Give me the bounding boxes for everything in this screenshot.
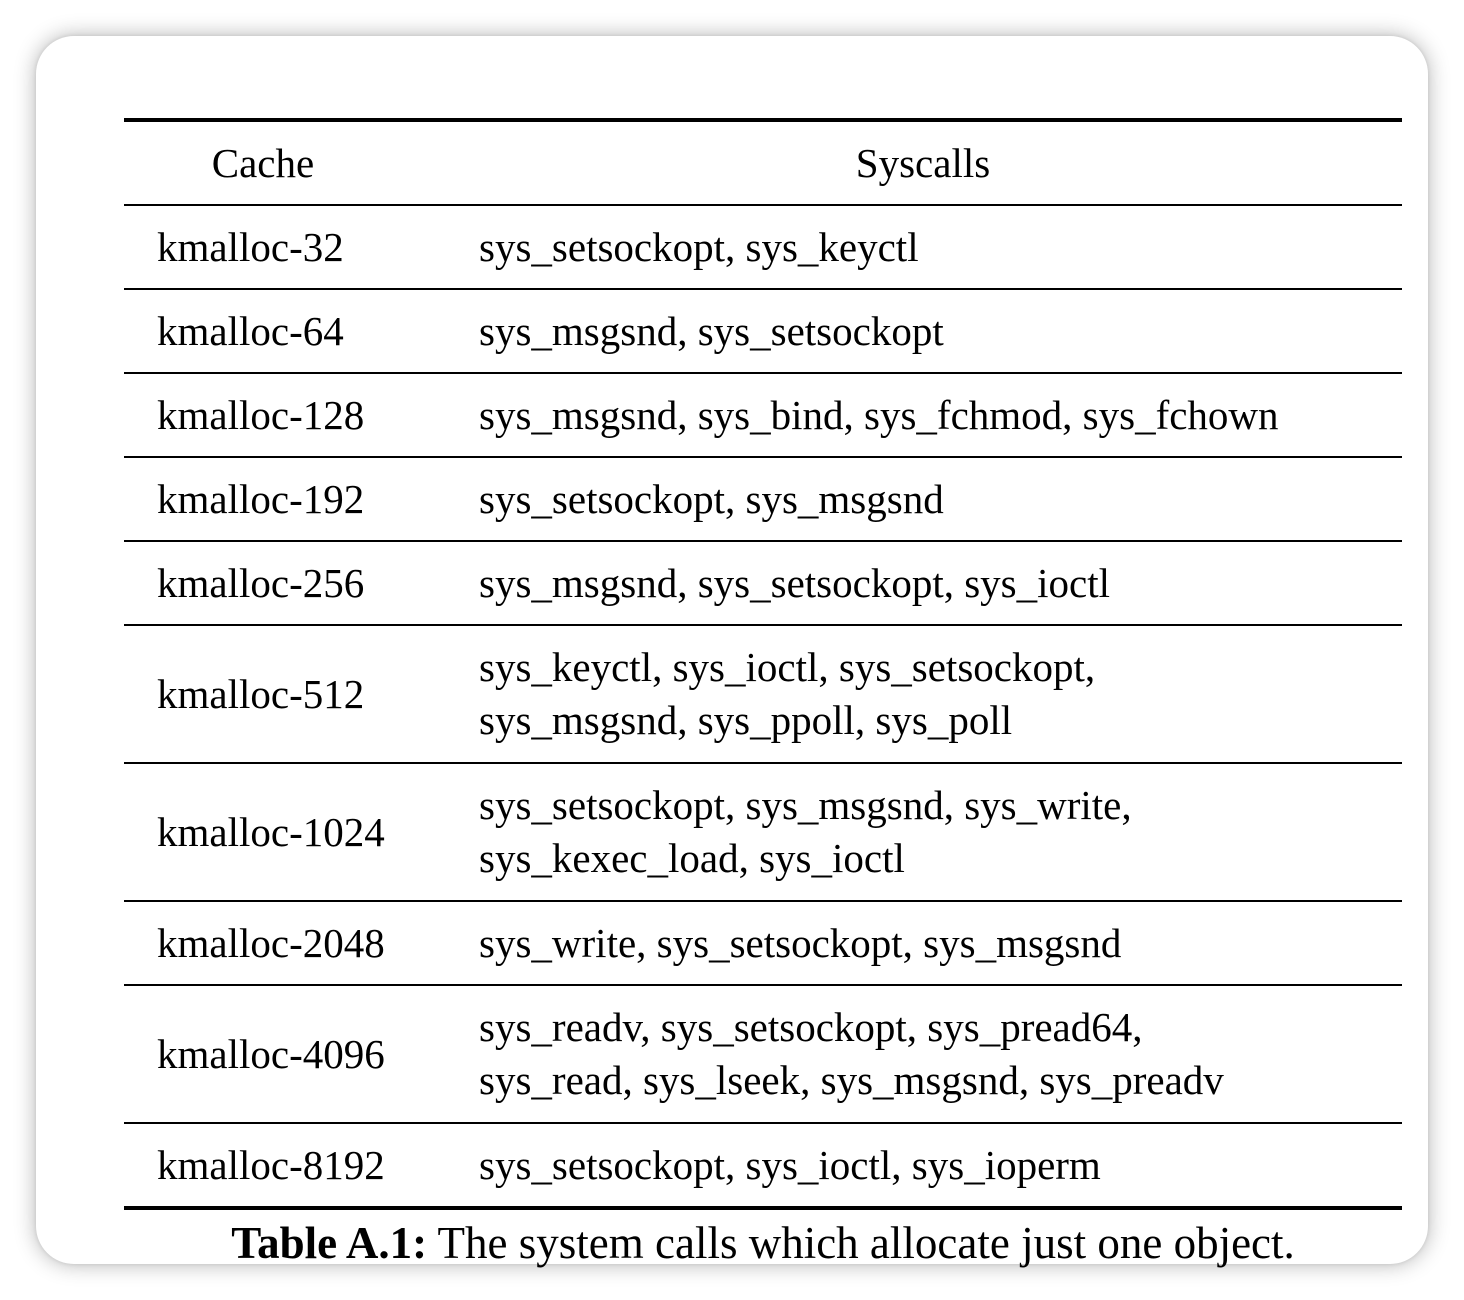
- syscalls-cell: sys_write, sys_setsockopt, sys_msgsnd: [444, 901, 1402, 985]
- table-row: kmalloc-512 sys_keyctl, sys_ioctl, sys_se…: [124, 625, 1402, 763]
- cache-cell: kmalloc-4096: [157, 1030, 385, 1077]
- syscalls-cell: sys_setsockopt, sys_keyctl: [444, 205, 1402, 289]
- syscalls-cell: sys_msgsnd, sys_setsockopt, sys_ioctl: [444, 541, 1402, 625]
- cache-cell: kmalloc-512: [157, 670, 365, 717]
- syscalls-line: sys_setsockopt, sys_msgsnd, sys_write,: [479, 782, 1132, 828]
- cache-cell: kmalloc-32: [157, 223, 344, 270]
- table-row: kmalloc-4096 sys_readv, sys_setsockopt, s…: [124, 985, 1402, 1123]
- syscalls-cell: sys_msgsnd, sys_bind, sys_fchmod, sys_fc…: [444, 373, 1402, 457]
- syscalls-line: sys_msgsnd, sys_bind, sys_fchmod, sys_fc…: [479, 391, 1279, 438]
- table-row: kmalloc-8192 sys_setsockopt, sys_ioctl, s…: [124, 1123, 1402, 1208]
- table-caption: Table A.1: The system calls which alloca…: [124, 1212, 1402, 1274]
- cache-cell: kmalloc-256: [157, 559, 365, 606]
- table-row: kmalloc-1024 sys_setsockopt, sys_msgsnd, …: [124, 763, 1402, 901]
- document-card: Cache Syscalls kmalloc-32 sys_setsockopt,…: [36, 36, 1428, 1268]
- cache-cell: kmalloc-2048: [157, 919, 385, 966]
- syscalls-cell: sys_keyctl, sys_ioctl, sys_setsockopt,sy…: [444, 625, 1402, 763]
- table-body: kmalloc-32 sys_setsockopt, sys_keyctl kmal…: [124, 205, 1402, 1208]
- table-row: kmalloc-128 sys_msgsnd, sys_bind, sys_fch…: [124, 373, 1402, 457]
- syscalls-table: Cache Syscalls kmalloc-32 sys_setsockopt,…: [124, 118, 1402, 1210]
- syscalls-line: sys_setsockopt, sys_msgsnd: [479, 475, 944, 522]
- syscalls-cell: sys_readv, sys_setsockopt, sys_pread64,s…: [444, 985, 1402, 1123]
- syscalls-cell: sys_setsockopt, sys_msgsnd: [444, 457, 1402, 541]
- syscalls-line: sys_msgsnd, sys_setsockopt: [479, 307, 944, 354]
- caption-text: The system calls which allocate just one…: [427, 1218, 1295, 1268]
- table-row: kmalloc-192 sys_setsockopt, sys_msgsnd: [124, 457, 1402, 541]
- syscalls-cell: sys_setsockopt, sys_msgsnd, sys_write,sy…: [444, 763, 1402, 901]
- cache-cell: kmalloc-192: [157, 475, 365, 522]
- cache-cell: kmalloc-64: [157, 307, 344, 354]
- syscalls-table-container: Cache Syscalls kmalloc-32 sys_setsockopt,…: [124, 118, 1402, 1210]
- cache-cell: kmalloc-128: [157, 391, 365, 438]
- header-cache: Cache: [211, 139, 315, 186]
- syscalls-line: sys_msgsnd, sys_setsockopt, sys_ioctl: [479, 559, 1110, 606]
- syscalls-line: sys_kexec_load, sys_ioctl: [479, 835, 905, 881]
- syscalls-line: sys_msgsnd, sys_ppoll, sys_poll: [479, 697, 1013, 743]
- caption-label: Table A.1:: [231, 1218, 428, 1268]
- table-row: kmalloc-32 sys_setsockopt, sys_keyctl: [124, 205, 1402, 289]
- syscalls-line: sys_keyctl, sys_ioctl, sys_setsockopt,: [479, 644, 1096, 690]
- syscalls-line: sys_read, sys_lseek, sys_msgsnd, sys_pre…: [479, 1057, 1224, 1103]
- syscalls-line: sys_setsockopt, sys_keyctl: [479, 223, 919, 270]
- syscalls-cell: sys_msgsnd, sys_setsockopt: [444, 289, 1402, 373]
- cache-cell: kmalloc-8192: [157, 1141, 385, 1188]
- cache-cell: kmalloc-1024: [157, 808, 385, 855]
- syscalls-line: sys_setsockopt, sys_ioctl, sys_ioperm: [479, 1141, 1101, 1188]
- syscalls-line: sys_write, sys_setsockopt, sys_msgsnd: [479, 919, 1122, 966]
- header-syscalls: Syscalls: [855, 139, 991, 186]
- syscalls-cell: sys_setsockopt, sys_ioctl, sys_ioperm: [444, 1123, 1402, 1208]
- table-row: kmalloc-256 sys_msgsnd, sys_setsockopt, s…: [124, 541, 1402, 625]
- syscalls-line: sys_readv, sys_setsockopt, sys_pread64,: [479, 1004, 1143, 1050]
- table-row: kmalloc-64 sys_msgsnd, sys_setsockopt: [124, 289, 1402, 373]
- table-row: kmalloc-2048 sys_write, sys_setsockopt, s…: [124, 901, 1402, 985]
- table-header-row: Cache Syscalls: [124, 120, 1402, 205]
